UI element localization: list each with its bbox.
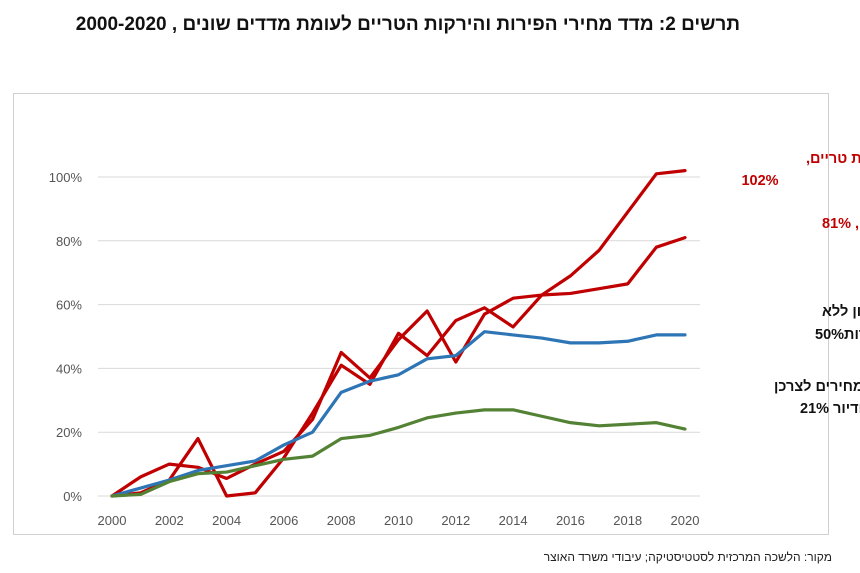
- y-tick-label: 20%: [56, 425, 82, 440]
- y-tick-label: 40%: [56, 361, 82, 376]
- series-label-veg: ירקות טריים, 81%: [822, 216, 860, 232]
- y-tick-label: 60%: [56, 298, 82, 313]
- x-tick-label: 2004: [212, 513, 241, 528]
- source-note: מקור: הלשכה המרכזית לסטטיסטיקה; עיבודי מ…: [543, 550, 832, 564]
- series-label-cpi: מדד המחירים לצרכן: [774, 379, 860, 395]
- y-tick-label: 0%: [63, 489, 82, 504]
- x-tick-label: 2018: [613, 513, 642, 528]
- x-tick-label: 2010: [384, 513, 413, 528]
- y-tick-label: 80%: [56, 234, 82, 249]
- chart-title: תרשים 2: מדד מחירי הפירות והירקות הטריים…: [75, 14, 740, 35]
- x-tick-label: 2014: [499, 513, 528, 528]
- series-label-cpi: ללא פירות, ירקות ודיור 21%: [800, 401, 860, 417]
- x-tick-label: 2002: [155, 513, 184, 528]
- series-label-fruit: פירות טריים,: [806, 151, 860, 167]
- y-tick-label: 100%: [49, 170, 83, 185]
- x-tick-label: 2020: [671, 513, 700, 528]
- series-line-food: [110, 330, 687, 498]
- series-line-cpi: [110, 408, 687, 498]
- series-line-veg: [110, 236, 687, 498]
- x-tick-label: 2000: [98, 513, 127, 528]
- series-label-fruit: 102%: [741, 173, 778, 189]
- series-label-food: ירקות ופירות50%: [815, 327, 860, 343]
- series-line-fruit: [110, 169, 687, 498]
- series-label-food: מדד מחירי המזון ללא: [822, 304, 860, 320]
- x-tick-label: 2016: [556, 513, 585, 528]
- x-tick-label: 2006: [269, 513, 298, 528]
- x-tick-label: 2008: [327, 513, 356, 528]
- chart-frame: [13, 93, 829, 535]
- x-tick-label: 2012: [441, 513, 470, 528]
